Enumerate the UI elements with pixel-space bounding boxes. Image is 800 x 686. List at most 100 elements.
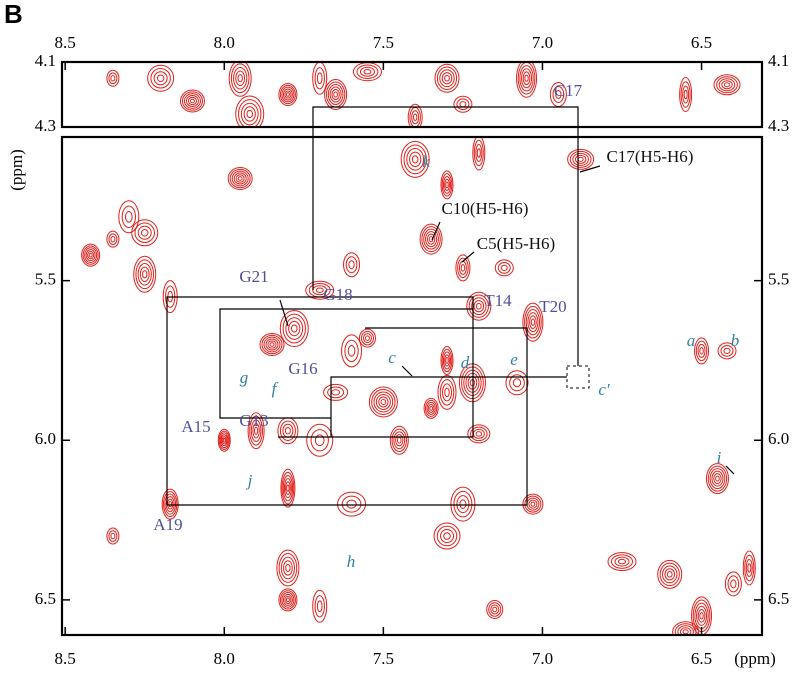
- contour: [348, 260, 355, 270]
- contour: [327, 386, 345, 399]
- peak: [118, 200, 140, 234]
- contour: [337, 491, 367, 517]
- contour: [233, 66, 248, 90]
- peak: [227, 167, 253, 190]
- contour: [343, 252, 361, 278]
- contour: [473, 300, 485, 313]
- contour: [345, 256, 358, 274]
- contour: [527, 312, 539, 333]
- contour: [281, 592, 295, 608]
- y-tick-label: 5.5: [768, 270, 789, 289]
- contour: [284, 595, 292, 605]
- contour: [434, 63, 460, 93]
- contour: [281, 471, 295, 505]
- peak: [467, 424, 491, 444]
- contour: [679, 627, 692, 635]
- x-tick-label: 7.0: [532, 33, 553, 52]
- contour: [261, 334, 283, 355]
- contour: [391, 428, 407, 452]
- contour: [697, 343, 706, 358]
- peak: [742, 550, 756, 586]
- annotation: h: [347, 552, 356, 571]
- contour: [718, 78, 736, 92]
- contour: [222, 437, 226, 443]
- contour: [672, 621, 700, 635]
- contour: [467, 424, 491, 444]
- contour: [341, 334, 363, 368]
- walk: [312, 106, 579, 366]
- contour: [312, 285, 328, 296]
- x-tick-label: 6.5: [691, 33, 712, 52]
- contour: [530, 318, 536, 326]
- peak: [717, 342, 737, 360]
- annotation: b: [731, 331, 740, 350]
- peak: [179, 89, 205, 113]
- contour: [356, 64, 379, 79]
- contour: [150, 68, 171, 89]
- contour: [423, 228, 439, 250]
- contour: [81, 243, 101, 267]
- annotation: T20: [539, 297, 566, 316]
- contour: [730, 579, 737, 589]
- contour: [108, 233, 118, 245]
- contour: [229, 168, 251, 189]
- peak: [323, 383, 349, 401]
- peak: [131, 219, 159, 247]
- walk: [219, 308, 473, 419]
- contour: [221, 436, 227, 445]
- contour: [288, 320, 301, 337]
- peak: [81, 243, 101, 267]
- pointer: [431, 221, 441, 241]
- walk-lines: [166, 106, 735, 506]
- contour: [341, 495, 362, 513]
- annotation: T14: [484, 291, 512, 310]
- contour: [529, 315, 537, 329]
- walk: [167, 327, 528, 506]
- contour: [333, 91, 338, 98]
- annotation: c: [388, 348, 396, 367]
- contour: [283, 478, 292, 499]
- contour: [279, 310, 309, 348]
- contour: [475, 302, 482, 310]
- contour: [695, 340, 708, 362]
- contour: [521, 68, 533, 89]
- contour: [189, 98, 195, 104]
- peak: [228, 62, 252, 97]
- contour: [279, 420, 296, 441]
- contour: [358, 328, 376, 348]
- contour: [278, 553, 298, 583]
- contour: [344, 339, 359, 363]
- annotation: C5(H5-H6): [477, 234, 555, 253]
- contour: [439, 379, 455, 406]
- contour: [237, 176, 243, 181]
- contour: [220, 434, 228, 447]
- contour: [445, 181, 449, 189]
- contour: [500, 264, 508, 272]
- contour: [444, 74, 450, 82]
- y-tick-label: 4.1: [768, 51, 789, 70]
- contour: [181, 91, 203, 111]
- contour: [403, 144, 427, 175]
- contour: [490, 604, 500, 615]
- contour: [368, 386, 398, 418]
- peak: [106, 230, 120, 248]
- contour: [697, 609, 706, 623]
- contour: [282, 474, 294, 502]
- contour: [409, 151, 422, 168]
- peak: [453, 95, 473, 113]
- contour: [680, 81, 691, 108]
- contour: [407, 103, 423, 127]
- y-tick-label: 6.0: [35, 429, 56, 448]
- contour: [249, 415, 263, 446]
- y-tick-label: 4.3: [35, 116, 56, 135]
- contour: [235, 174, 245, 183]
- annotation: A19: [153, 515, 182, 534]
- annotation: d: [461, 353, 470, 372]
- contour: [711, 470, 724, 487]
- contour: [455, 254, 471, 282]
- peak: [705, 463, 729, 495]
- contour: [250, 419, 262, 442]
- contour: [284, 90, 292, 99]
- peak: [440, 345, 454, 375]
- peak: [494, 259, 514, 277]
